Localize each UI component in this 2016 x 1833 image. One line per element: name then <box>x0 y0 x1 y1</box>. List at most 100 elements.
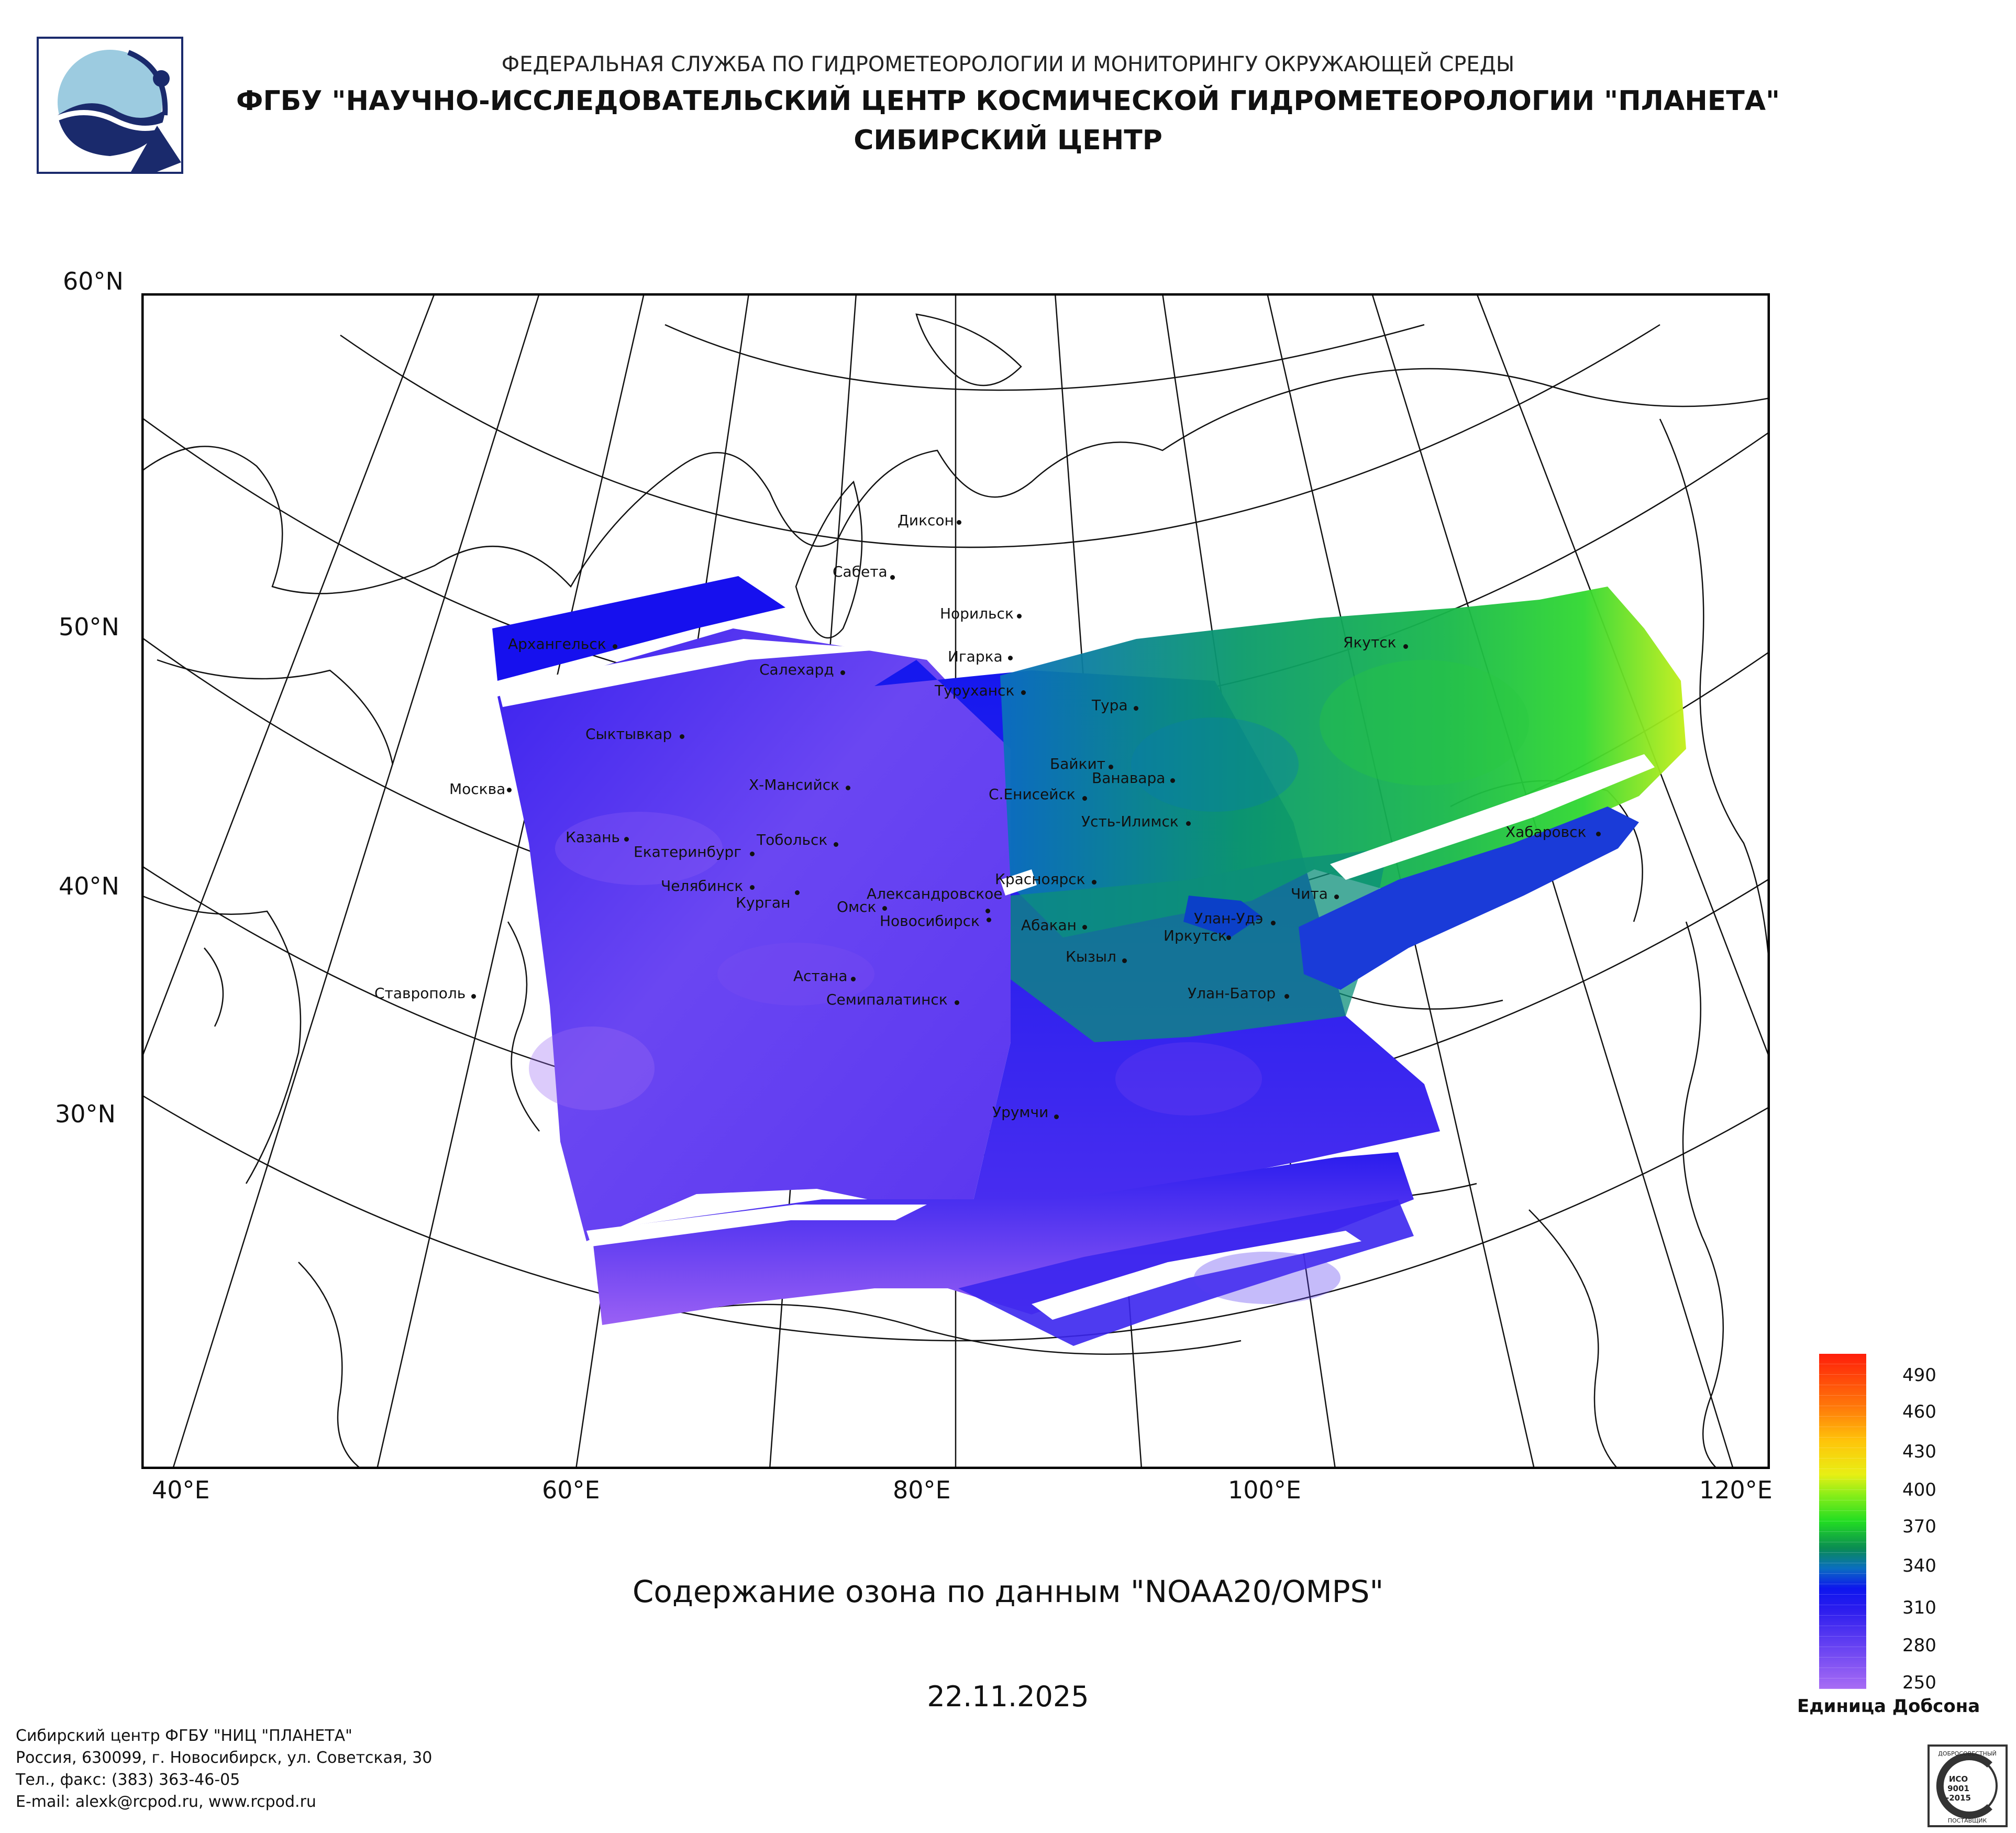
city-marker <box>1271 921 1276 925</box>
city-label: Новосибирск <box>880 912 980 930</box>
city-label: Игарка <box>948 648 1003 665</box>
legend-tick-490: 490 <box>1902 1365 1936 1386</box>
city-label: Урумчи <box>992 1103 1049 1121</box>
city-label: Сыктывкар <box>585 725 672 743</box>
lat-label-40: 40°N <box>59 872 119 900</box>
city-marker <box>834 842 838 847</box>
footer-org: Сибирский центр ФГБУ "НИЦ "ПЛАНЕТА" <box>16 1727 352 1745</box>
city-marker <box>890 575 895 580</box>
lat-label-50: 50°N <box>59 613 119 641</box>
city-label: Омск <box>837 898 877 915</box>
city-marker <box>680 734 684 739</box>
colorbar <box>1819 1354 1866 1689</box>
city-marker <box>1017 614 1022 619</box>
city-label: Красноярск <box>995 870 1085 888</box>
city-label: Байкит <box>1050 755 1105 772</box>
city-marker <box>613 644 617 649</box>
lon-label-100: 100°E <box>1228 1476 1301 1504</box>
city-marker <box>846 786 850 790</box>
legend-tick-310: 310 <box>1902 1597 1936 1618</box>
city-marker <box>1403 644 1408 649</box>
legend-tick-370: 370 <box>1902 1516 1936 1537</box>
iso-badge: ДОБРОСОВЕСТНЫЙ ИСО 9001 -2015 ПОСТАВЩИК <box>1928 1744 2008 1827</box>
city-marker <box>1008 656 1013 660</box>
city-label: Александровское <box>867 885 1003 902</box>
legend-unit: Единица Добсона <box>1797 1696 1980 1717</box>
footer-email: E-mail: alexk@rcpod.ru, www.rcpod.ru <box>16 1793 316 1811</box>
legend-tick-400: 400 <box>1902 1479 1936 1500</box>
legend-tick-430: 430 <box>1902 1441 1936 1462</box>
legend-tick-280: 280 <box>1902 1635 1936 1656</box>
lat-label-60: 60°N <box>63 267 124 295</box>
city-label: Иркутск <box>1164 927 1227 944</box>
city-marker <box>750 852 755 856</box>
iso-badge-top-text: ДОБРОСОВЕСТНЫЙ <box>1938 1750 1997 1757</box>
city-label: Хабаровск <box>1505 823 1587 841</box>
lat-label-30: 30°N <box>55 1100 116 1128</box>
legend-tick-460: 460 <box>1902 1401 1936 1422</box>
city-marker <box>1054 1114 1059 1119</box>
city-marker <box>507 788 512 792</box>
city-label: Астана <box>793 967 848 985</box>
city-label: Семипалатинск <box>826 991 948 1008</box>
city-label: Архангельск <box>508 635 606 653</box>
city-label: Ставрополь <box>374 985 466 1002</box>
lon-label-120: 120°E <box>1699 1476 1773 1504</box>
city-label: Курган <box>736 894 791 911</box>
city-marker <box>882 906 887 911</box>
city-marker <box>1334 895 1339 899</box>
header-organization: ФГБУ "НАУЧНО-ИССЛЕДОВАТЕЛЬСКИЙ ЦЕНТР КОС… <box>236 85 1780 117</box>
city-marker <box>851 977 856 981</box>
footer-phone: Тел., факс: (383) 363-46-05 <box>16 1771 240 1789</box>
map-title: Содержание озона по данным "NOAA20/OMPS" <box>632 1574 1384 1609</box>
city-marker <box>955 1000 959 1005</box>
city-label: Х-Мансийск <box>749 776 840 793</box>
city-marker <box>1082 925 1087 930</box>
city-marker <box>1134 706 1138 711</box>
field-texture <box>529 660 1529 1304</box>
city-marker <box>1596 832 1601 836</box>
city-marker <box>471 994 476 999</box>
city-marker <box>1082 796 1087 801</box>
city-marker <box>1122 958 1127 963</box>
city-label: Челябинск <box>661 877 744 895</box>
iso-badge-iso: ИСО <box>1949 1774 1968 1784</box>
city-marker <box>1092 880 1096 885</box>
header-center: СИБИРСКИЙ ЦЕНТР <box>854 125 1162 156</box>
lon-label-80: 80°E <box>893 1476 951 1504</box>
city-marker <box>1186 821 1191 826</box>
city-label: Якутск <box>1343 634 1397 651</box>
iso-badge-year: -2015 <box>1946 1793 1971 1803</box>
ozone-swaths <box>492 576 1686 1346</box>
city-marker <box>1021 690 1026 695</box>
legend-tick-340: 340 <box>1902 1555 1936 1576</box>
city-label: С.Енисейск <box>989 786 1076 803</box>
city-label: Тура <box>1092 697 1128 714</box>
city-label: Норильск <box>940 605 1014 622</box>
city-label: Туруханск <box>935 682 1015 699</box>
legend-tick-250: 250 <box>1902 1672 1936 1693</box>
city-label: Улан-Батор <box>1188 985 1276 1002</box>
city-marker <box>795 890 800 895</box>
lon-label-40: 40°E <box>152 1476 210 1504</box>
city-label: Салехард <box>759 661 834 678</box>
city-marker <box>1226 935 1231 940</box>
map-frame <box>141 293 1770 1469</box>
city-marker <box>987 918 991 922</box>
iso-badge-number: 9001 <box>1947 1784 1969 1793</box>
header-ministry: ФЕДЕРАЛЬНАЯ СЛУЖБА ПО ГИДРОМЕТЕОРОЛОГИИ … <box>501 52 1515 76</box>
city-label: Москва <box>449 780 506 798</box>
city-label: Чита <box>1291 885 1328 902</box>
city-label: Диксон <box>898 512 954 529</box>
city-label: Усть-Илимск <box>1081 813 1179 830</box>
city-label: Абакан <box>1021 916 1077 934</box>
city-label: Казань <box>566 829 620 846</box>
city-label: Сабета <box>833 563 888 580</box>
city-marker <box>624 837 629 842</box>
iso-badge-bottom-text: ПОСТАВЩИК <box>1948 1817 1987 1824</box>
city-label: Ванавара <box>1092 769 1166 787</box>
city-label: Екатеринбург <box>634 843 741 860</box>
swath-gaps <box>497 639 1655 1320</box>
city-label: Кызыл <box>1066 948 1116 965</box>
lon-label-60: 60°E <box>542 1476 600 1504</box>
